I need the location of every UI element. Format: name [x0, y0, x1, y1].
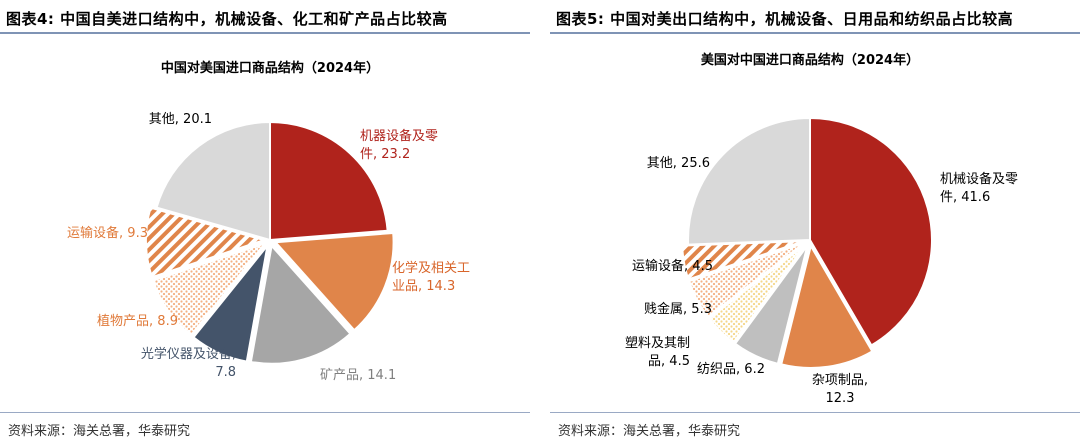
slice-label: 光学仪器及设备, 7.8: [141, 346, 236, 380]
slice-label: 矿产品, 14.1: [320, 368, 396, 383]
pie-slice: [145, 206, 268, 279]
source-note: 资料来源：海关总署，华泰研究: [8, 424, 191, 439]
pie-slice: [192, 244, 269, 363]
pie-slice: [707, 243, 807, 344]
pie-slice: [155, 120, 271, 242]
slice-label: 贱金属, 5.3: [644, 301, 712, 317]
slice-label: 纺织品, 6.2: [697, 362, 765, 377]
figure-title: 图表5: 中国对美出口结构中，机械设备、日用品和纺织品占比较高: [556, 10, 1014, 28]
title-divider: [0, 32, 530, 34]
pie-slice: [733, 244, 809, 365]
figure-panel-4: 图表4: 中国自美进口结构中，机械设备、化工和矿产品占比较高 中国对美国进口商品…: [0, 0, 530, 445]
pie-slice: [681, 240, 805, 281]
pie-slice: [249, 243, 352, 365]
pie-chart-china-imports: 中国对美国进口商品结构（2024年） 机器设备及零件, 23.2 化学及相关工业品,…: [67, 60, 470, 383]
slice-label: 其他, 20.1: [149, 112, 212, 127]
chart-title: 中国对美国进口商品结构（2024年）: [161, 60, 379, 76]
source-divider: [550, 412, 1080, 413]
slice-label: 塑料及其制品, 4.5: [625, 336, 690, 369]
source-note: 资料来源：海关总署，华泰研究: [558, 424, 741, 439]
source-divider: [0, 412, 530, 413]
figure-title: 图表4: 中国自美进口结构中，机械设备、化工和矿产品占比较高: [6, 10, 448, 28]
pie-slice: [269, 120, 389, 242]
slice-label: 化学及相关工业品, 14.3: [392, 260, 470, 294]
pie-slice: [809, 116, 933, 347]
figure-panel-5: 图表5: 中国对美出口结构中，机械设备、日用品和纺织品占比较高 美国对中国进口商…: [550, 0, 1080, 445]
pie-slice: [687, 241, 806, 319]
pie-slice: [780, 243, 874, 369]
chart-title: 美国对中国进口商品结构（2024年）: [701, 52, 919, 68]
pie-slice: [273, 231, 395, 332]
slice-label: 机器设备及零件, 23.2: [360, 128, 438, 162]
pie-slice: [151, 241, 268, 337]
title-divider: [550, 32, 1080, 34]
slice-label: 其他, 25.6: [647, 156, 710, 171]
pie-slice: [687, 116, 811, 246]
slice-label: 植物产品, 8.9: [97, 314, 178, 329]
pie-chart-us-imports: 美国对中国进口商品结构（2024年） 机械设备及零件, 41.6 杂项制品, 12.3…: [625, 52, 1018, 406]
slice-label: 机械设备及零件, 41.6: [940, 171, 1018, 205]
slice-label: 杂项制品, 12.3: [812, 373, 868, 406]
slice-label: 运输设备, 4.5: [632, 258, 713, 274]
slice-label: 运输设备, 9.3: [67, 225, 148, 241]
